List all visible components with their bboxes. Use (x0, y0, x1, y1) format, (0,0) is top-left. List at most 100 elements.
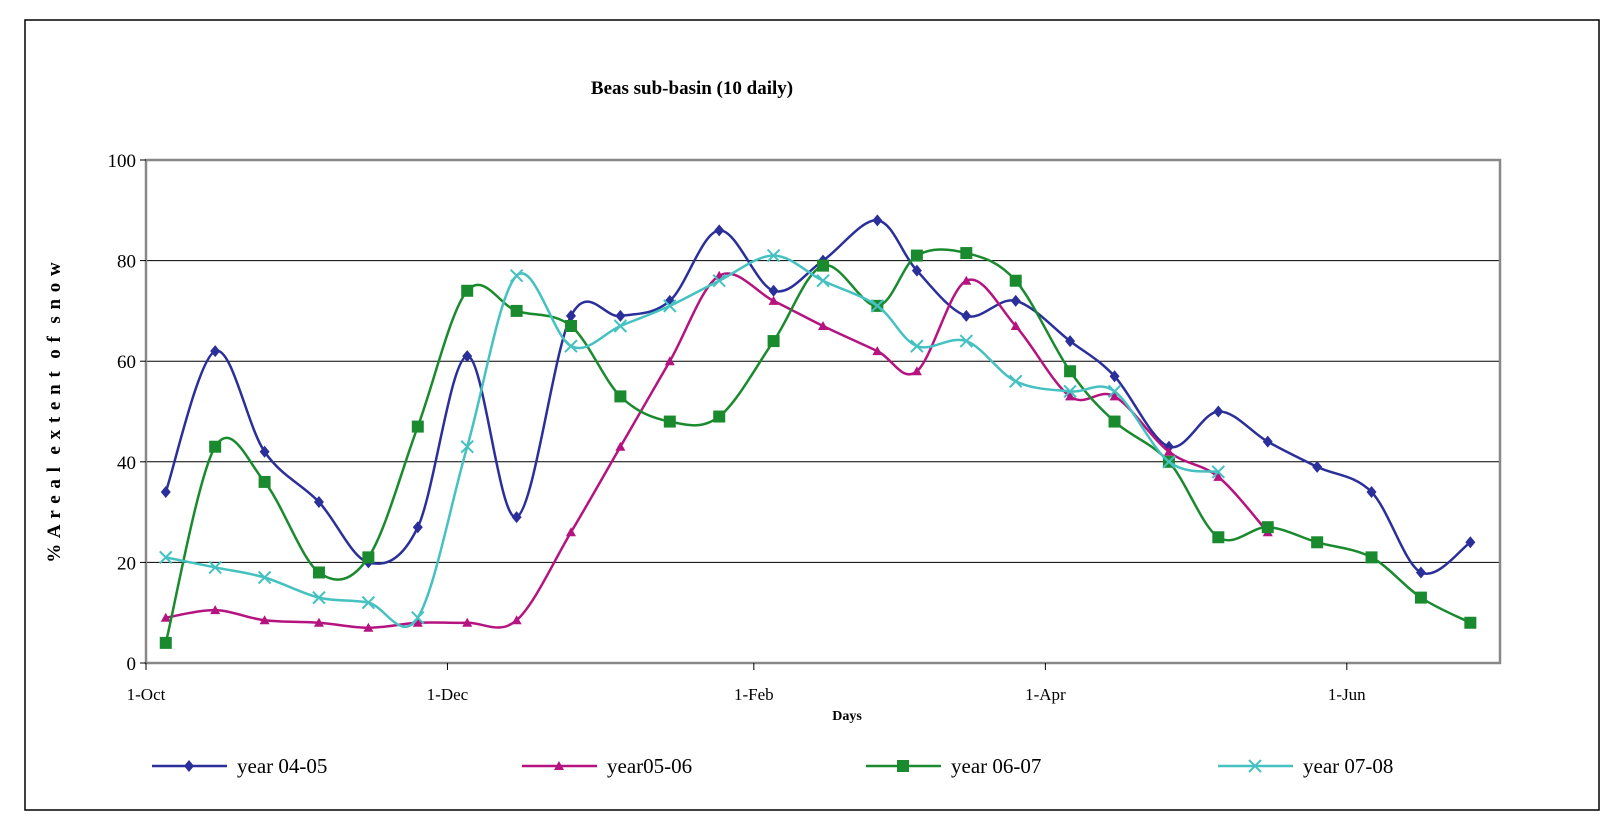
triangle-marker (511, 615, 522, 625)
plot-area (144, 158, 1502, 665)
y-tick-label: 20 (117, 553, 136, 574)
diamond-marker (462, 350, 473, 363)
square-marker (461, 284, 474, 297)
y-tick-label: 40 (117, 453, 136, 474)
x-tick-label: 1-Apr (1025, 685, 1066, 704)
triangle-marker (615, 441, 626, 451)
diamond-marker (412, 521, 423, 534)
square-marker (1064, 365, 1077, 378)
square-marker (960, 247, 973, 260)
diamond-marker (872, 214, 883, 227)
x-marker (663, 299, 677, 313)
triangle-marker (1213, 471, 1224, 481)
y-tick-label: 60 (117, 352, 136, 373)
legend-item: year 07-08 (1218, 754, 1393, 778)
triangle-marker (210, 605, 221, 615)
triangle-marker (565, 527, 576, 537)
triangle-marker (259, 615, 270, 625)
diamond-marker (1065, 335, 1076, 348)
diamond-marker (313, 496, 324, 509)
triangle-marker (872, 346, 883, 356)
square-marker (817, 259, 829, 272)
square-marker (1212, 531, 1225, 544)
square-marker (411, 420, 424, 433)
legend-label: year 07-08 (1303, 754, 1393, 778)
triangle-marker (664, 356, 675, 366)
triangle-marker (961, 275, 972, 285)
chart-frame (24, 19, 1600, 811)
triangle-marker (412, 617, 423, 627)
diamond-marker (1010, 294, 1021, 307)
square-marker (312, 566, 325, 579)
square-marker (159, 636, 172, 649)
diamond-marker (768, 284, 779, 297)
square-marker (1464, 616, 1477, 629)
square-marker (1261, 521, 1274, 534)
diamond-marker (1213, 405, 1224, 418)
series-line (165, 254, 1219, 628)
diamond-marker (1366, 485, 1377, 498)
diamond-marker (184, 760, 194, 772)
triangle-marker (1010, 320, 1021, 330)
x-marker (411, 611, 425, 625)
x-marker (509, 268, 524, 283)
square-marker (897, 760, 909, 772)
triangle-marker (1109, 391, 1120, 401)
square-marker (1108, 415, 1121, 428)
y-axis-label: % A r e a l e x t e n t o f s n o w (44, 261, 65, 563)
square-marker (1365, 551, 1378, 564)
x-marker (816, 274, 830, 288)
x-marker (1107, 384, 1122, 399)
triangle-marker (363, 622, 374, 632)
diamond-marker (1415, 566, 1426, 579)
triangle-marker (1065, 391, 1076, 401)
x-tick-label: 1-Feb (734, 685, 774, 704)
diamond-marker (565, 309, 576, 322)
square-marker (614, 390, 627, 403)
x-marker (1063, 384, 1077, 399)
x-marker (712, 274, 726, 288)
diamond-marker (160, 485, 171, 498)
diamond-marker (714, 224, 725, 237)
legend-item: year05-06 (522, 754, 692, 778)
diamond-marker (615, 309, 626, 322)
diamond-marker (511, 511, 522, 524)
triangle-marker (1163, 446, 1174, 456)
square-marker (1414, 591, 1427, 604)
x-marker (159, 550, 173, 565)
square-marker (1009, 274, 1022, 287)
y-tick-label: 80 (117, 252, 136, 273)
square-marker (258, 475, 271, 488)
square-marker (209, 440, 222, 453)
y-tick-label: 0 (127, 654, 137, 675)
x-marker (460, 440, 474, 454)
diamond-marker (1465, 536, 1476, 549)
x-marker (564, 339, 578, 353)
triangle-marker (768, 295, 779, 305)
legend-label: year05-06 (607, 754, 692, 778)
x-marker (1009, 374, 1023, 389)
x-marker (1162, 455, 1176, 469)
square-marker (767, 335, 780, 348)
diamond-marker (1312, 460, 1323, 473)
x-marker (870, 299, 885, 313)
square-marker (510, 304, 523, 317)
square-marker (663, 415, 676, 428)
x-tick-label: 1-Jun (1328, 685, 1366, 704)
series-year-06-07 (159, 247, 1477, 649)
square-marker (910, 249, 923, 262)
chart-title: Beas sub-basin (10 daily) (591, 78, 793, 99)
x-tick-label: 1-Oct (127, 685, 166, 704)
triangle-marker (313, 617, 324, 627)
square-marker (1311, 536, 1324, 549)
triangle-marker (160, 612, 171, 622)
x-marker (1211, 465, 1226, 479)
x-marker (1248, 759, 1262, 773)
x-marker (312, 590, 326, 605)
y-tick-label: 100 (108, 151, 137, 172)
diamond-marker (259, 445, 270, 458)
x-marker (910, 339, 924, 353)
legend-label: year 04-05 (237, 754, 327, 778)
triangle-marker (462, 617, 473, 627)
diamond-marker (1109, 370, 1120, 383)
